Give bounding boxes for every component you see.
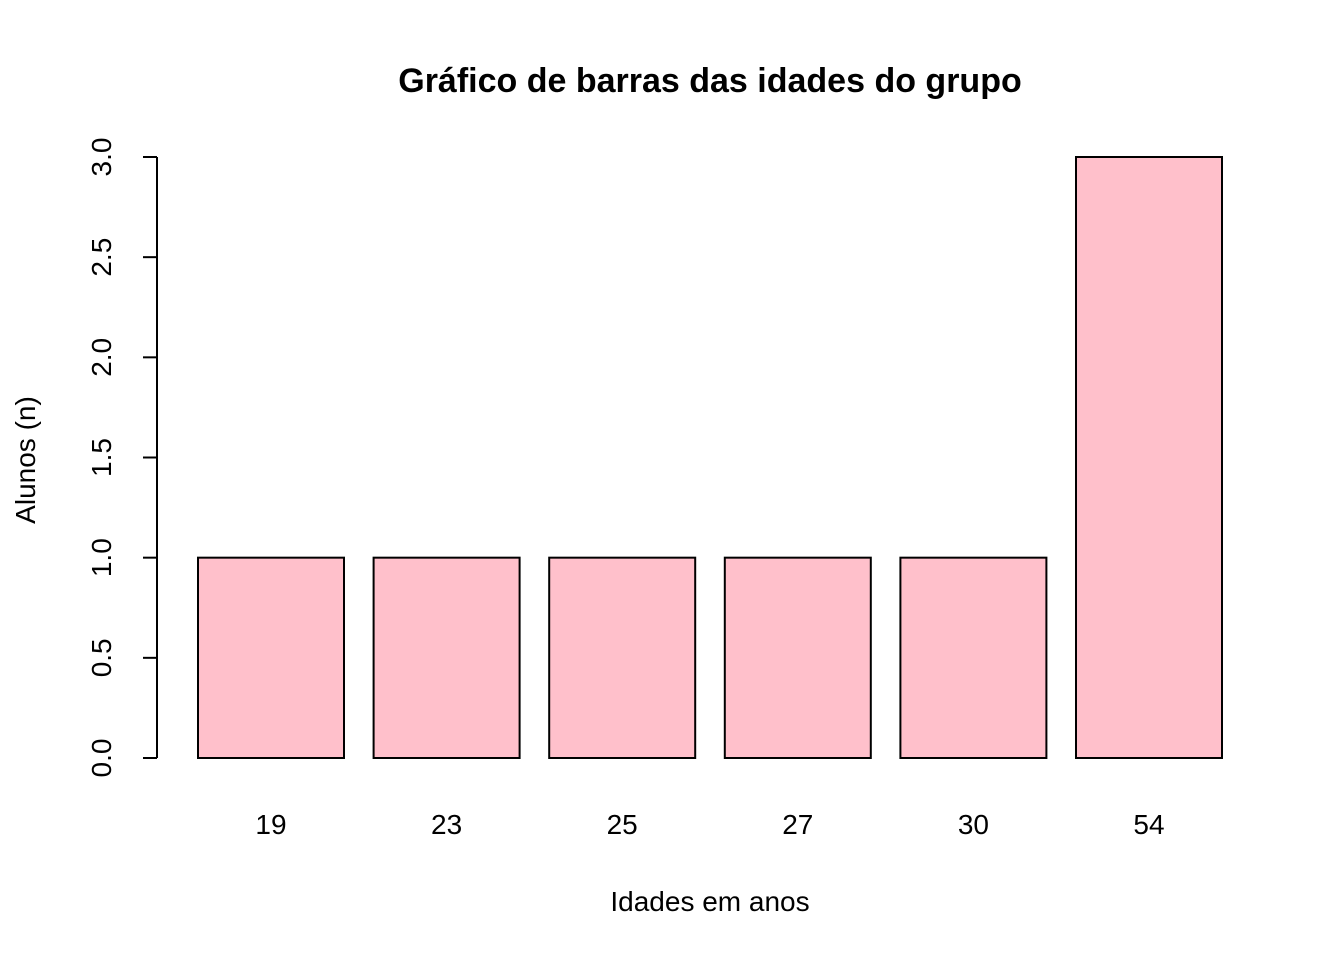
- bar-54: [1075, 156, 1223, 759]
- x-tick-label-23: 23: [431, 809, 462, 840]
- x-tick-label-19: 19: [255, 809, 286, 840]
- x-tick-label-54: 54: [1133, 809, 1164, 840]
- bar-30: [899, 556, 1048, 760]
- x-tick-label-30: 30: [958, 809, 989, 840]
- y-axis: 0.0 0.5 1.0 1.5 2.0 2.5 3.0: [86, 138, 158, 778]
- y-tick-label: 2.0: [86, 338, 117, 377]
- bar-27: [723, 556, 872, 760]
- bar-25: [548, 556, 697, 760]
- bar-19: [197, 556, 345, 760]
- x-tick-labels: 19 23 25 27 30 54: [255, 809, 1164, 840]
- y-tick-label: 2.5: [86, 238, 117, 277]
- bars-group: [197, 156, 1223, 760]
- bar-23: [372, 556, 521, 760]
- y-tick-label: 0.5: [86, 638, 117, 677]
- y-tick-label: 3.0: [86, 138, 117, 177]
- x-axis-label: Idades em anos: [610, 886, 809, 917]
- y-tick-label: 1.5: [86, 438, 117, 477]
- y-axis-label: Alunos (n): [10, 396, 41, 524]
- x-tick-label-25: 25: [607, 809, 638, 840]
- y-tick-label: 0.0: [86, 739, 117, 778]
- x-tick-label-27: 27: [782, 809, 813, 840]
- y-tick-label: 1.0: [86, 538, 117, 577]
- chart-title: Gráfico de barras das idades do grupo: [398, 62, 1022, 100]
